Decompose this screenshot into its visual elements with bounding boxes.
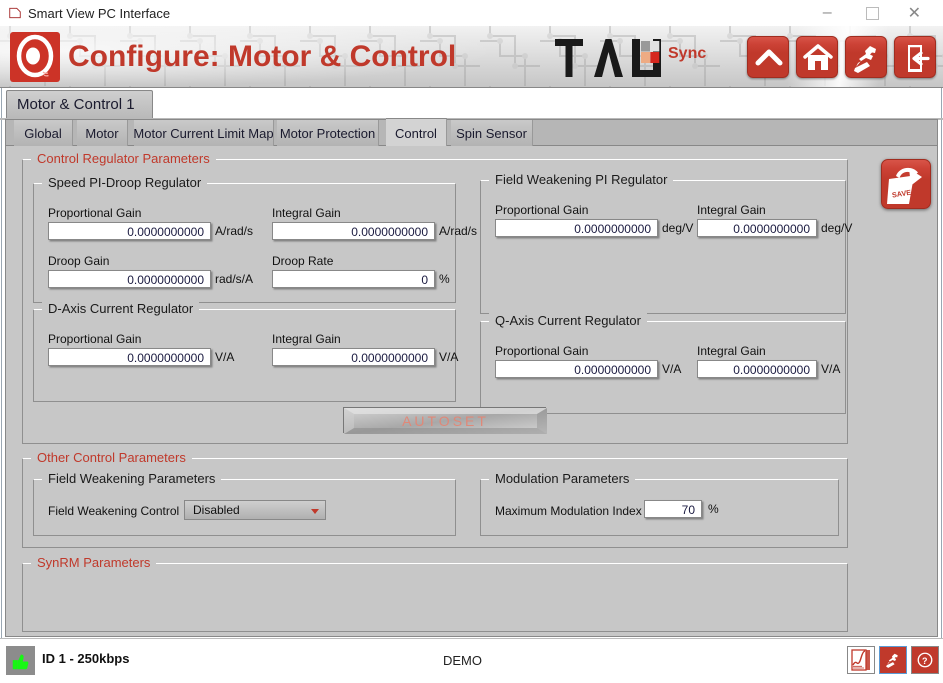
- svg-text:Sync: Sync: [668, 45, 706, 62]
- svg-text:?: ?: [922, 656, 928, 666]
